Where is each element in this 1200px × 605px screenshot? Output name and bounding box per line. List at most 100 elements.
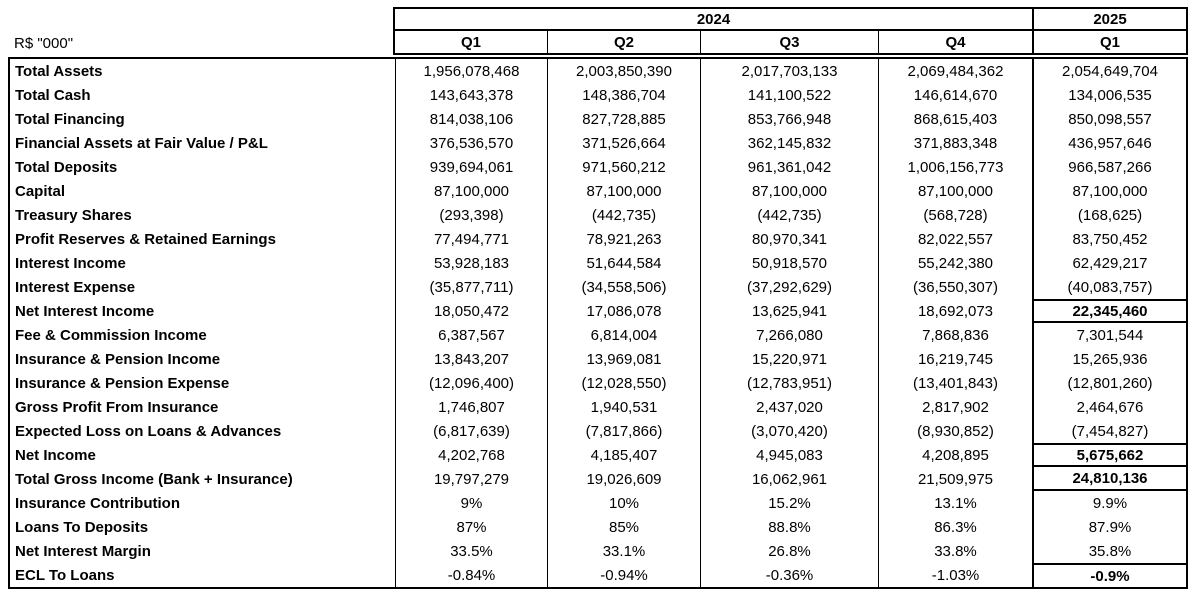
table-row: Total Assets 1,956,078,468 2,003,850,390… [10,59,1186,83]
value-cell: 4,202,768 [395,443,547,467]
value-cell: (40,083,757) [1032,275,1186,299]
value-cell: 88.8% [700,515,878,539]
table-row: Profit Reserves & Retained Earnings 77,4… [10,227,1186,251]
value-cell: 2,817,902 [878,395,1032,419]
row-label: Profit Reserves & Retained Earnings [15,230,276,248]
value-cell: 13,843,207 [395,347,547,371]
value-cell: 10% [547,491,700,515]
value-cell: 971,560,212 [547,155,700,179]
value-cell: 18,050,472 [395,299,547,323]
table-row: Total Cash 143,643,378 148,386,704 141,1… [10,83,1186,107]
row-label: Total Deposits [15,158,118,176]
value-cell: 2,003,850,390 [547,59,700,83]
value-cell: 87,100,000 [700,179,878,203]
value-cell: (568,728) [878,203,1032,227]
value-cell: (12,028,550) [547,371,700,395]
value-cell: 371,526,664 [547,131,700,155]
value-cell: 53,928,183 [395,251,547,275]
value-cell: 33.5% [395,539,547,563]
row-label: Interest Expense [15,278,136,296]
value-cell: 33.8% [878,539,1032,563]
quarter-header-2024-q2: Q2 [547,31,700,53]
value-cell: 6,387,567 [395,323,547,347]
value-cell: 87,100,000 [395,179,547,203]
value-cell: 87.9% [1032,515,1186,539]
table-row: Total Financing 814,038,106 827,728,885 … [10,107,1186,131]
table-row: Insurance & Pension Expense (12,096,400)… [10,371,1186,395]
value-cell: 2,437,020 [700,395,878,419]
value-cell: 15.2% [700,491,878,515]
value-cell: 55,242,380 [878,251,1032,275]
table-row: Financial Assets at Fair Value / P&L 376… [10,131,1186,155]
value-cell: 2,017,703,133 [700,59,878,83]
table-row: Interest Income 53,928,183 51,644,584 50… [10,251,1186,275]
table-row: Fee & Commission Income 6,387,567 6,814,… [10,323,1186,347]
row-label: Financial Assets at Fair Value / P&L [15,134,268,152]
row-label: Expected Loss on Loans & Advances [15,422,282,440]
value-cell: (7,454,827) [1032,419,1186,443]
value-cell: (168,625) [1032,203,1186,227]
table-row: Capital 87,100,000 87,100,000 87,100,000… [10,179,1186,203]
value-cell: 86.3% [878,515,1032,539]
value-cell: 24,810,136 [1032,467,1186,491]
row-label: Net Interest Margin [15,542,151,560]
table-row: Interest Expense (35,877,711) (34,558,50… [10,275,1186,299]
value-cell: 141,100,522 [700,83,878,107]
row-label: ECL To Loans [15,566,115,584]
value-cell: 83,750,452 [1032,227,1186,251]
value-cell: 436,957,646 [1032,131,1186,155]
table-body: Total Assets 1,956,078,468 2,003,850,390… [8,57,1188,589]
header-spacer [8,7,393,31]
value-cell: 961,361,042 [700,155,878,179]
table-row: Net Interest Income 18,050,472 17,086,07… [10,299,1186,323]
value-cell: (8,930,852) [878,419,1032,443]
value-cell: 966,587,266 [1032,155,1186,179]
value-cell: 87,100,000 [1032,179,1186,203]
value-cell: (12,096,400) [395,371,547,395]
value-cell: (442,735) [700,203,878,227]
quarter-group-2024: Q1 Q2 Q3 Q4 [393,31,1034,55]
year-header-2024: 2024 [393,7,1034,31]
value-cell: 18,692,073 [878,299,1032,323]
units-label: R$ "000" [14,34,74,52]
value-cell: 26.8% [700,539,878,563]
row-label: Loans To Deposits [15,518,149,536]
value-cell: 7,301,544 [1032,323,1186,347]
table-row: ECL To Loans -0.84% -0.94% -0.36% -1.03%… [10,563,1186,587]
year-header-row: 2024 2025 [8,7,1190,31]
value-cell: 9% [395,491,547,515]
value-cell: (13,401,843) [878,371,1032,395]
value-cell: 87,100,000 [547,179,700,203]
value-cell: 78,921,263 [547,227,700,251]
row-label: Insurance & Pension Income [15,350,221,368]
table-row: Insurance Contribution 9% 10% 15.2% 13.1… [10,491,1186,515]
row-label: Insurance & Pension Expense [15,374,230,392]
row-label: Total Financing [15,110,125,128]
table-row: Net Income 4,202,768 4,185,407 4,945,083… [10,443,1186,467]
value-cell: 33.1% [547,539,700,563]
value-cell: 62,429,217 [1032,251,1186,275]
row-label: Fee & Commission Income [15,326,207,344]
value-cell: 7,266,080 [700,323,878,347]
year-header-2025: 2025 [1034,7,1188,31]
value-cell: 77,494,771 [395,227,547,251]
value-cell: 1,006,156,773 [878,155,1032,179]
row-label: Insurance Contribution [15,494,180,512]
quarter-header-2024-q1: Q1 [460,33,481,51]
table-row: Expected Loss on Loans & Advances (6,817… [10,419,1186,443]
value-cell: 80,970,341 [700,227,878,251]
value-cell: 85% [547,515,700,539]
value-cell: 16,219,745 [878,347,1032,371]
value-cell: -0.94% [547,563,700,587]
table-row: Gross Profit From Insurance 1,746,807 1,… [10,395,1186,419]
value-cell: 2,069,484,362 [878,59,1032,83]
value-cell: 16,062,961 [700,467,878,491]
value-cell: 13,625,941 [700,299,878,323]
value-cell: 15,220,971 [700,347,878,371]
value-cell: 939,694,061 [395,155,547,179]
row-label: Interest Income [15,254,126,272]
value-cell: 51,644,584 [547,251,700,275]
value-cell: 2,464,676 [1032,395,1186,419]
value-cell: 1,956,078,468 [395,59,547,83]
value-cell: (37,292,629) [700,275,878,299]
